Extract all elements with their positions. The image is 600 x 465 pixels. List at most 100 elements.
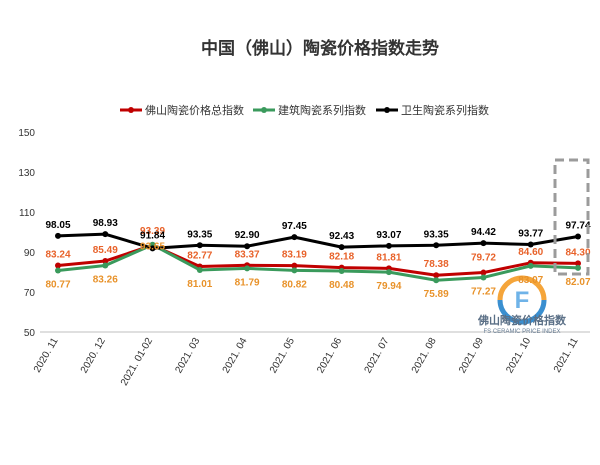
- legend-item: 卫生陶瓷系列指数: [376, 103, 489, 117]
- legend-label: 卫生陶瓷系列指数: [401, 103, 489, 117]
- data-point: [433, 272, 440, 279]
- data-point: [433, 242, 440, 249]
- data-label: 94.42: [471, 227, 496, 238]
- data-point: [244, 265, 251, 272]
- legend-label: 建筑陶瓷系列指数: [278, 103, 366, 117]
- data-label: 82.18: [329, 252, 354, 263]
- data-label: 83.07: [518, 275, 543, 286]
- svg-text:F: F: [515, 287, 530, 314]
- series-lines: [55, 231, 581, 284]
- data-label: 98.05: [45, 220, 70, 231]
- x-axis: 2020. 11 2020. 12 2021. 01-02 2021. 03 2021.…: [32, 331, 590, 388]
- data-point: [102, 258, 109, 265]
- x-tick-label: 2021. 07: [363, 336, 392, 376]
- data-label: 75.89: [424, 289, 449, 300]
- data-label: 82.07: [565, 277, 590, 288]
- data-label: 81.81: [376, 252, 401, 263]
- series-line: [57, 243, 579, 282]
- data-point: [338, 268, 345, 275]
- data-label: 83.37: [235, 249, 260, 260]
- data-point: [196, 266, 203, 273]
- data-point: [149, 245, 156, 252]
- data-label: 83.24: [45, 250, 70, 261]
- data-point: [102, 231, 109, 238]
- y-tick-label: 50: [24, 328, 36, 339]
- y-tick-label: 130: [18, 168, 35, 179]
- data-point: [575, 264, 581, 271]
- data-label: 91.84: [140, 230, 165, 241]
- y-tick-label: 70: [24, 288, 36, 299]
- data-label: 84.30: [565, 247, 590, 258]
- data-label: 82.77: [187, 250, 212, 261]
- data-label: 80.48: [329, 280, 354, 291]
- data-point: [338, 244, 345, 251]
- data-point: [480, 240, 487, 247]
- data-point: [244, 243, 251, 250]
- x-tick-label: 2021. 06: [315, 336, 344, 376]
- watermark-logo-icon: F: [497, 275, 547, 325]
- data-label: 93.65: [140, 242, 165, 253]
- legend-marker: [128, 107, 134, 113]
- data-point: [385, 242, 392, 249]
- x-tick-label: 2021. 09: [457, 336, 486, 376]
- data-label: 93.35: [424, 229, 449, 240]
- x-tick-label: 2020. 11: [32, 336, 61, 375]
- x-tick-label: 2021. 04: [221, 336, 250, 376]
- x-tick-label: 2021. 11: [552, 336, 581, 375]
- x-tick-label: 2021. 10: [504, 336, 533, 376]
- legend-label: 佛山陶瓷价格总指数: [145, 103, 244, 117]
- data-label: 97.45: [282, 221, 307, 232]
- data-point: [291, 234, 298, 241]
- data-point: [527, 262, 534, 269]
- data-label: 93.77: [518, 228, 543, 239]
- x-tick-label: 2020. 12: [79, 336, 108, 376]
- legend-marker: [384, 107, 390, 113]
- y-tick-label: 90: [24, 248, 36, 259]
- data-point: [433, 277, 440, 284]
- data-label: 83.26: [93, 274, 118, 285]
- data-label: 80.82: [282, 279, 307, 290]
- y-tick-label: 150: [18, 128, 35, 139]
- data-point: [385, 269, 392, 276]
- x-tick-label: 2021. 03: [173, 336, 202, 376]
- chart-title: 中国（佛山）陶瓷价格指数走势: [201, 38, 439, 59]
- legend-item: 建筑陶瓷系列指数: [253, 103, 366, 117]
- data-label: 79.72: [471, 253, 496, 264]
- data-point: [102, 262, 109, 269]
- x-tick-label: 2021. 01-02: [119, 336, 155, 388]
- series-3: [55, 231, 581, 252]
- x-tick-label: 2021. 05: [268, 336, 297, 376]
- data-label: 97.74: [565, 221, 590, 232]
- data-label: 84.60: [518, 247, 543, 258]
- data-label: 98.93: [93, 218, 118, 229]
- data-labels: 83.24 85.49 93.39 82.77 83.37 83.19 82.18 81.81…: [45, 218, 590, 300]
- data-label: 77.27: [471, 286, 496, 297]
- data-point: [196, 242, 203, 249]
- series-2: [55, 241, 581, 284]
- y-tick-label: 110: [19, 208, 35, 219]
- y-axis: 150 130 110 90 70 50: [18, 128, 35, 339]
- data-label: 83.19: [282, 250, 307, 261]
- legend-item: 佛山陶瓷价格总指数: [120, 103, 244, 117]
- data-point: [480, 269, 487, 276]
- data-point: [291, 262, 298, 269]
- data-label: 93.35: [187, 229, 212, 240]
- data-label: 85.49: [93, 245, 118, 256]
- data-point: [55, 267, 61, 274]
- data-label: 92.43: [329, 231, 354, 242]
- data-label: 92.90: [235, 230, 260, 241]
- data-label: 81.79: [235, 277, 260, 288]
- series-line: [57, 232, 579, 250]
- data-label: 93.07: [376, 230, 401, 241]
- legend-marker: [261, 107, 267, 113]
- data-point: [575, 260, 581, 267]
- x-tick-label: 2021. 08: [410, 336, 439, 376]
- data-point: [55, 232, 61, 239]
- data-point: [527, 241, 534, 248]
- data-label: 80.77: [45, 279, 70, 290]
- data-label: 81.01: [187, 279, 212, 290]
- data-point: [575, 233, 581, 240]
- highlight-box: [553, 158, 590, 276]
- data-label: 79.94: [376, 281, 401, 292]
